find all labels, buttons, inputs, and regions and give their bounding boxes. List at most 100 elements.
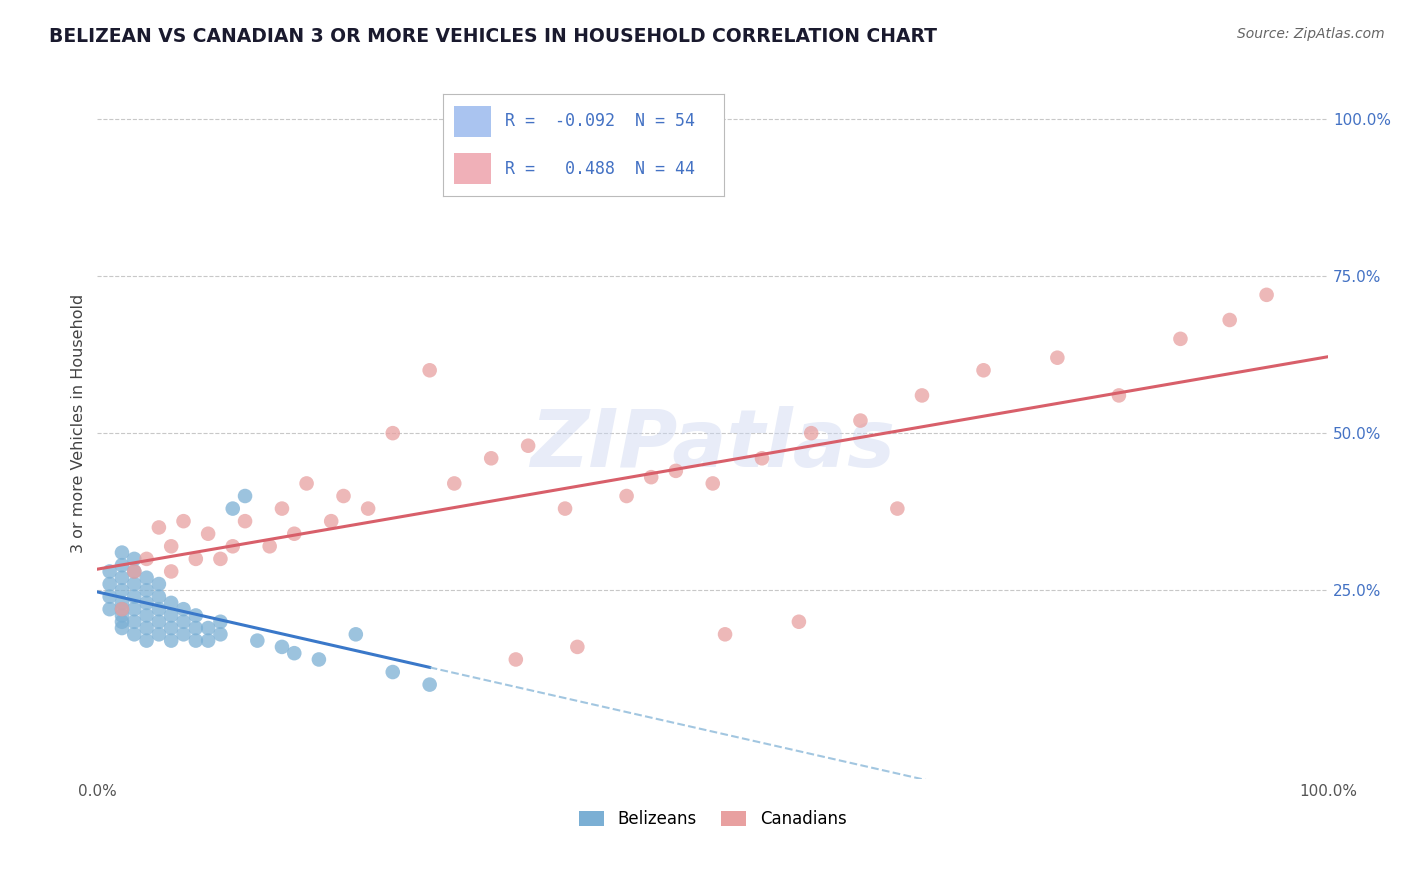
Point xyxy=(160,565,183,579)
Point xyxy=(800,426,823,441)
Point xyxy=(209,627,232,641)
Bar xyxy=(454,153,491,184)
Point xyxy=(160,621,183,635)
Point xyxy=(124,565,146,579)
Point xyxy=(148,590,170,604)
Bar xyxy=(454,106,491,136)
Point xyxy=(111,608,134,623)
Point xyxy=(209,552,232,566)
Point xyxy=(419,678,441,692)
Point xyxy=(246,633,269,648)
Point xyxy=(148,602,170,616)
Point xyxy=(148,615,170,629)
Text: R =  -0.092  N = 54: R = -0.092 N = 54 xyxy=(505,112,695,130)
Text: ZIPatlas: ZIPatlas xyxy=(530,406,896,484)
Point xyxy=(160,596,183,610)
Point xyxy=(111,621,134,635)
Point xyxy=(124,602,146,616)
Point xyxy=(111,546,134,560)
Point xyxy=(886,501,908,516)
Point xyxy=(160,633,183,648)
Point xyxy=(124,565,146,579)
Point xyxy=(135,583,157,598)
Text: BELIZEAN VS CANADIAN 3 OR MORE VEHICLES IN HOUSEHOLD CORRELATION CHART: BELIZEAN VS CANADIAN 3 OR MORE VEHICLES … xyxy=(49,27,938,45)
Point xyxy=(751,451,773,466)
Point xyxy=(111,602,134,616)
Point xyxy=(702,476,724,491)
Point xyxy=(849,413,872,427)
Point xyxy=(357,501,380,516)
Point xyxy=(98,590,121,604)
Point xyxy=(209,615,232,629)
Point xyxy=(973,363,995,377)
Point xyxy=(124,627,146,641)
Point xyxy=(135,633,157,648)
Point xyxy=(344,627,367,641)
Point xyxy=(98,577,121,591)
Point xyxy=(124,552,146,566)
Point xyxy=(419,363,441,377)
Point xyxy=(233,514,256,528)
Point xyxy=(714,627,737,641)
Point xyxy=(135,596,157,610)
Point xyxy=(271,640,294,654)
Legend: Belizeans, Canadians: Belizeans, Canadians xyxy=(572,803,853,835)
Point xyxy=(616,489,638,503)
Point xyxy=(173,615,195,629)
Point xyxy=(111,602,134,616)
Point xyxy=(173,627,195,641)
Point xyxy=(173,602,195,616)
Point xyxy=(184,608,207,623)
Point xyxy=(184,552,207,566)
Point xyxy=(640,470,662,484)
Point xyxy=(111,583,134,598)
Point xyxy=(665,464,688,478)
Point xyxy=(148,577,170,591)
Point xyxy=(135,571,157,585)
Text: R =   0.488  N = 44: R = 0.488 N = 44 xyxy=(505,160,695,178)
Point xyxy=(1219,313,1241,327)
Y-axis label: 3 or more Vehicles in Household: 3 or more Vehicles in Household xyxy=(72,294,86,553)
Point xyxy=(1170,332,1192,346)
Point xyxy=(197,621,219,635)
Point xyxy=(1256,288,1278,302)
Point xyxy=(381,665,404,679)
Point xyxy=(135,552,157,566)
Point xyxy=(184,633,207,648)
Point xyxy=(111,596,134,610)
Point xyxy=(1046,351,1069,365)
Point xyxy=(321,514,343,528)
Point xyxy=(308,652,330,666)
Point xyxy=(787,615,810,629)
Point xyxy=(111,558,134,573)
Point xyxy=(505,652,527,666)
Point xyxy=(197,633,219,648)
Point xyxy=(271,501,294,516)
Point xyxy=(111,615,134,629)
Point xyxy=(517,439,540,453)
Point xyxy=(479,451,502,466)
Point xyxy=(443,476,465,491)
Point xyxy=(98,565,121,579)
Point xyxy=(911,388,934,402)
Point xyxy=(148,520,170,534)
Point xyxy=(111,571,134,585)
Point xyxy=(283,646,305,660)
Point xyxy=(124,615,146,629)
Point xyxy=(197,526,219,541)
Point xyxy=(222,539,245,553)
Point xyxy=(135,608,157,623)
Point xyxy=(1108,388,1130,402)
Point xyxy=(283,526,305,541)
Point xyxy=(135,621,157,635)
Text: Source: ZipAtlas.com: Source: ZipAtlas.com xyxy=(1237,27,1385,41)
Point xyxy=(259,539,281,553)
Point xyxy=(222,501,245,516)
Point xyxy=(554,501,576,516)
Point xyxy=(233,489,256,503)
Point xyxy=(124,577,146,591)
Point xyxy=(184,621,207,635)
Point xyxy=(332,489,354,503)
Point xyxy=(160,539,183,553)
Point xyxy=(160,608,183,623)
